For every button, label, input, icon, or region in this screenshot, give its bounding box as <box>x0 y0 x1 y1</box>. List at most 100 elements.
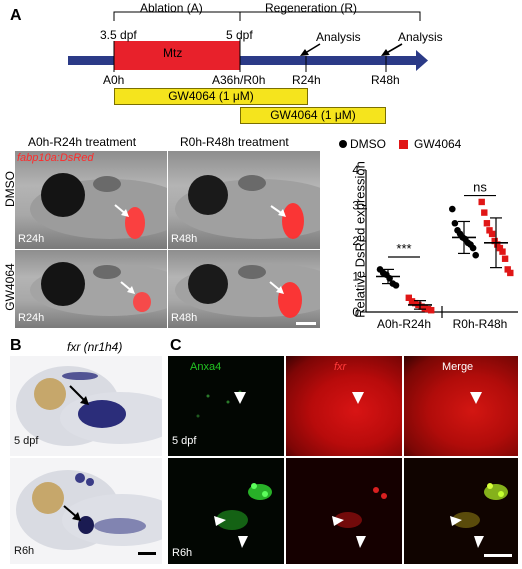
fish-eye <box>34 378 66 410</box>
tag-r24-top: R24h <box>18 233 45 245</box>
fish-image-dmso-a0r24: fabp10a:DsRed R24h <box>15 151 167 249</box>
scale-bar <box>296 322 316 325</box>
timeline-bar <box>68 56 418 65</box>
arrow-icon <box>121 209 129 217</box>
col2-title: R0h-R48h treatment <box>180 135 289 149</box>
data-point-gw4064 <box>494 241 501 248</box>
fxr-label: fxr <box>334 361 347 373</box>
panel-b-title: fxr (nr1h4) <box>67 340 123 354</box>
arrowhead-icon <box>238 536 248 548</box>
fish-eye <box>188 175 228 215</box>
y-tick-label: 0 <box>352 305 359 319</box>
arrow-icon <box>276 286 284 294</box>
time-a0: A0h <box>103 73 125 87</box>
data-point-dmso <box>469 244 477 252</box>
tag-r6h-b: R6h <box>14 545 35 557</box>
data-point-gw4064 <box>496 244 504 252</box>
arrow-icon <box>72 512 81 521</box>
legend-gw4064: GW4064 <box>414 137 462 151</box>
time-a36-r0: A36h/R0h <box>212 73 266 87</box>
data-point-gw4064 <box>428 307 435 314</box>
confocal-merge-5dpf: Merge <box>404 356 518 456</box>
confocal-anxa4-5dpf: Anxa4 5 dpf <box>168 356 284 456</box>
data-point-gw4064 <box>421 305 428 312</box>
data-point-dmso <box>449 205 456 213</box>
confocal-anxa4-r6h: R6h <box>168 458 284 564</box>
arrow-icon <box>127 286 135 294</box>
tag-5dpf-c: 5 dpf <box>172 435 197 447</box>
x-category-label: R0h-R48h <box>453 317 508 331</box>
data-point-gw4064 <box>483 220 491 227</box>
data-point-gw4064 <box>418 303 425 310</box>
regeneration-bracket <box>239 11 421 21</box>
scale-bar <box>484 554 512 557</box>
tag-r24-bottom: R24h <box>18 312 45 324</box>
panel-label-c: C <box>170 337 182 354</box>
y-tick-label: 1 <box>352 270 359 284</box>
arrowhead-icon <box>356 536 366 548</box>
arrowhead-icon <box>474 536 484 548</box>
data-point-gw4064 <box>405 294 412 301</box>
fish-image-dmso-r0r48: R48h <box>168 151 320 249</box>
fish-eye <box>41 262 85 306</box>
y-tick-label: 4 <box>352 163 359 177</box>
legend-dmso: DMSO <box>350 137 386 151</box>
liver-signal <box>133 292 151 312</box>
fish-eye <box>41 173 85 217</box>
liver-signal <box>125 207 145 239</box>
mtz-label: Mtz <box>163 46 183 60</box>
tag-r48-top: R48h <box>171 233 198 245</box>
arrowhead-icon <box>214 516 226 526</box>
dsred-chart: 0 1 2 3 4 A0h-R24h R0h-R48h *** ns <box>352 163 518 331</box>
panel-label-b: B <box>10 337 22 354</box>
data-point-dmso <box>392 282 400 289</box>
fish-image-gw-r0r48: R48h <box>168 250 320 328</box>
data-point-gw4064 <box>504 266 511 273</box>
y-tick-label: 3 <box>352 199 359 213</box>
chart-legend: DMSO GW4064 <box>338 138 522 152</box>
data-point-gw4064 <box>507 269 514 277</box>
data-point-gw4064 <box>481 209 488 216</box>
data-point-gw4064 <box>491 237 498 245</box>
fish-image-gw-a0r24: R24h <box>15 250 167 328</box>
merge-label: Merge <box>442 361 474 373</box>
fish-eye <box>188 264 228 304</box>
data-point-gw4064 <box>499 248 506 255</box>
data-point-dmso <box>472 251 479 259</box>
col1-title: A0h-R24h treatment <box>28 135 137 149</box>
tag-r6h-c: R6h <box>172 547 193 559</box>
analysis-label-2: Analysis <box>398 30 443 44</box>
dpf-start-label: 3.5 dpf <box>100 28 137 42</box>
mtz-bar <box>114 41 240 70</box>
arrowhead-icon <box>470 392 482 404</box>
gw4064-bar-2: GW4064 (1 μM) <box>240 107 386 124</box>
fish-eye <box>32 482 64 514</box>
anxa4-label: Anxa4 <box>190 361 222 373</box>
transgene-label: fabp10a:DsRed <box>17 152 94 164</box>
liver-signal <box>278 282 302 318</box>
regeneration-label: Regeneration (R) <box>265 1 358 15</box>
data-point-gw4064 <box>478 198 485 206</box>
liver-signal <box>282 203 304 239</box>
confocal-merge-r6h <box>404 458 518 564</box>
arrowhead-icon <box>352 392 364 404</box>
data-point-gw4064 <box>501 255 509 262</box>
ish-image-5dpf: 5 dpf <box>10 356 162 456</box>
analysis-label-1: Analysis <box>316 30 361 44</box>
liver-stain <box>78 516 94 534</box>
significance-label: ns <box>473 180 487 195</box>
ish-image-r6h: R6h <box>10 458 162 564</box>
arrow-icon <box>278 209 286 217</box>
timeline-diagram <box>68 11 428 72</box>
data-point-gw4064 <box>488 230 496 238</box>
panel-label-a: A <box>10 7 22 24</box>
confocal-fxr-5dpf: fxr <box>286 356 402 456</box>
arrowhead-icon <box>332 516 344 526</box>
ablation-label: Ablation (A) <box>140 1 203 15</box>
x-category-label: A0h-R24h <box>377 317 431 331</box>
confocal-fxr-r6h <box>286 458 402 564</box>
time-r48: R48h <box>371 73 400 87</box>
arrowhead-icon <box>234 392 246 404</box>
y-tick-label: 2 <box>352 234 359 248</box>
dpf-end-label: 5 dpf <box>226 28 253 42</box>
